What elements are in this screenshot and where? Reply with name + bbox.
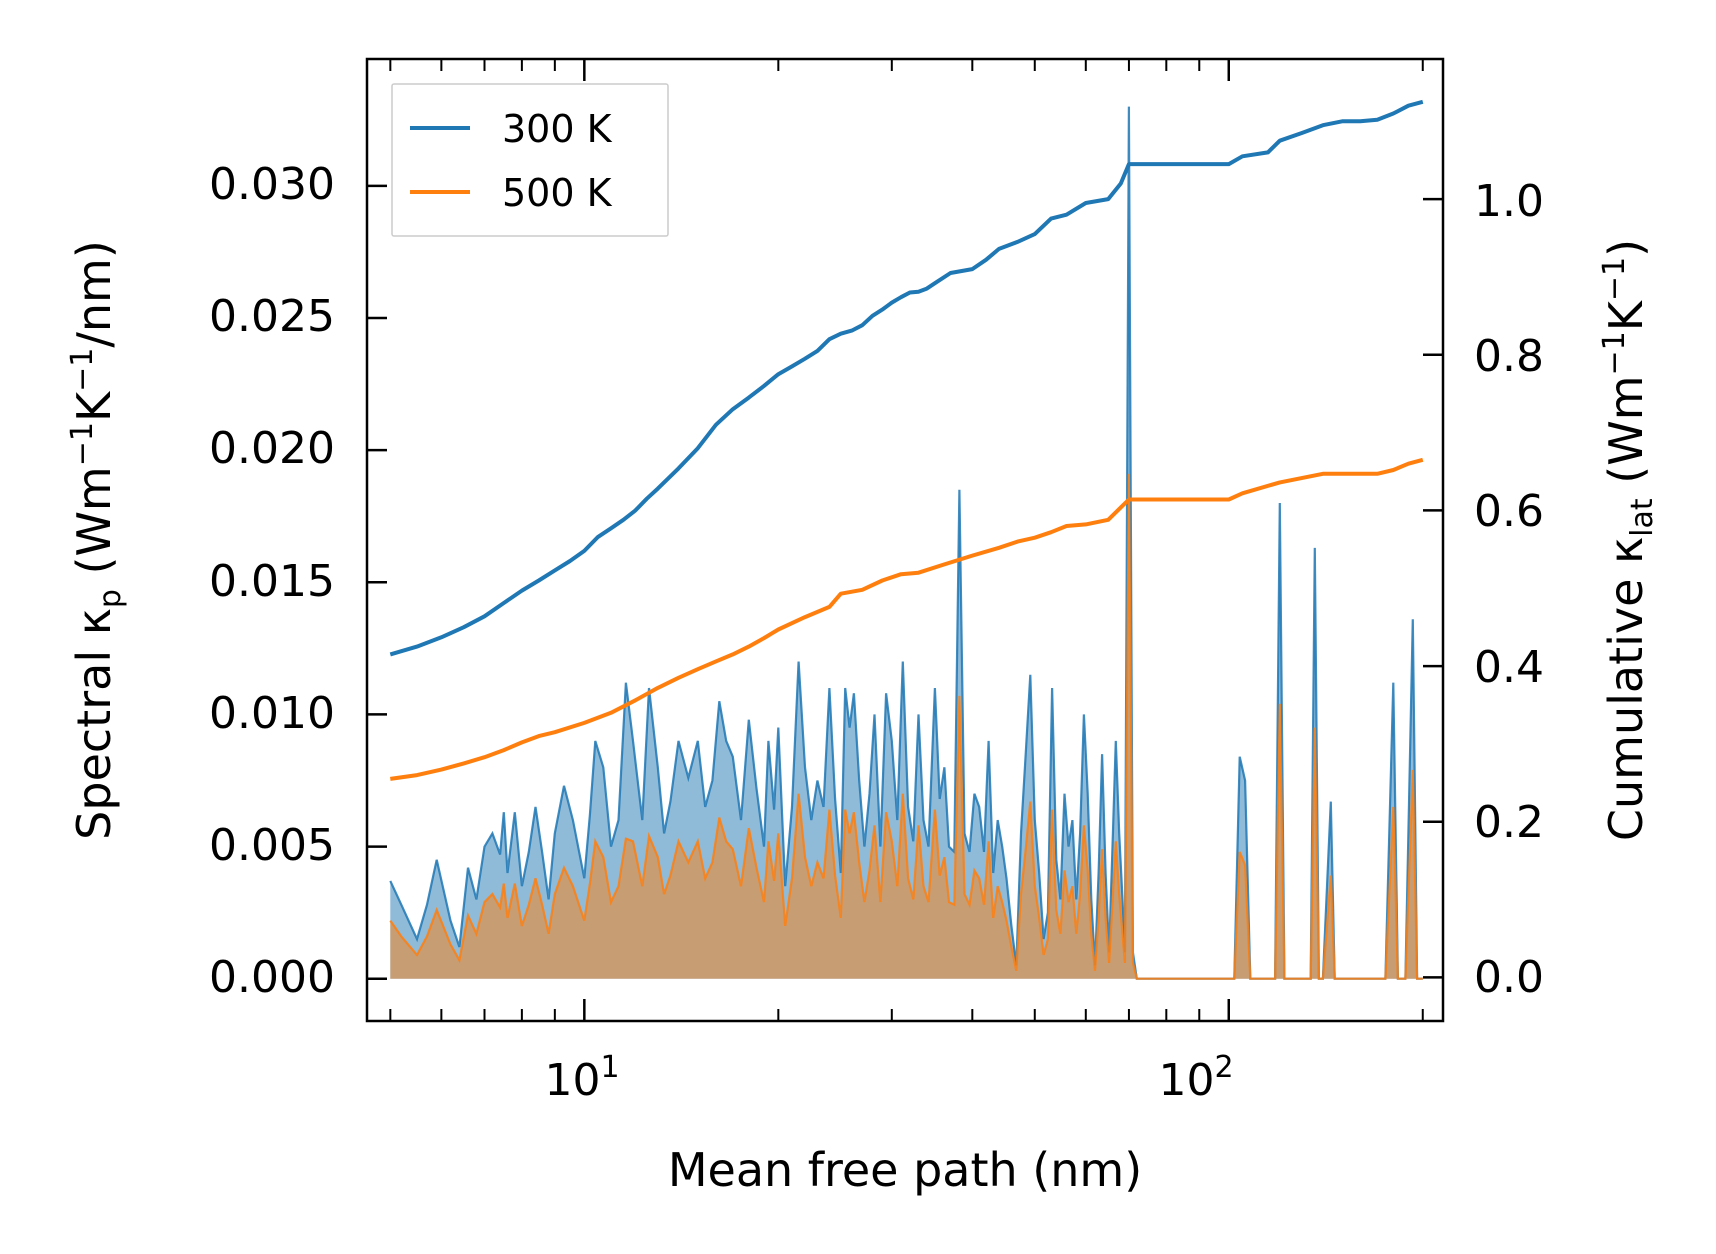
y-right-tick-label-4: 0.8 [1474,331,1544,382]
y-left-tick-label-6: 0.030 [209,159,335,210]
y-right-tick-label-2: 0.4 [1474,642,1544,693]
y-left-tick-label-5: 0.025 [209,291,335,342]
spectral-fill-300k [390,106,1423,979]
y-left-tick-label-4: 0.020 [209,423,335,474]
series-lines [389,99,1424,781]
x-tick-label-100: 102 [1158,1050,1233,1106]
legend: 300 K 500 K [391,83,669,237]
spectral-line-500k [389,473,1423,980]
y-left-tick-label-0: 0.000 [209,952,335,1003]
axis-ticks [367,59,1443,1021]
cumulative-line-500k [390,457,1424,781]
x-axis-title: Mean free path (nm) [668,1143,1142,1197]
y-right-tick-label-3: 0.6 [1474,486,1544,537]
y-left-tick-label-3: 0.015 [209,556,335,607]
plot-frame [365,57,1445,1023]
y-left-axis-title: Spectral κp (Wm−1K−1/nm) [65,240,128,840]
x-tick-label-10: 101 [544,1050,619,1106]
y-left-tick-label-2: 0.010 [209,688,335,739]
spectral-fills [389,106,1423,980]
y-right-tick-label-1: 0.2 [1474,797,1544,848]
cumulative-line-300k [389,99,1424,657]
y-right-tick-label-0: 0.0 [1474,952,1544,1003]
y-right-axis-title: Cumulative κlat (Wm−1K−1) [1597,239,1660,841]
legend-label-500k: 500 K [502,171,613,215]
spectral-fill-500k [390,473,1423,979]
y-left-tick-label-1: 0.005 [209,820,335,871]
legend-box [391,83,669,237]
legend-label-300k: 300 K [502,107,613,151]
y-right-tick-label-5: 1.0 [1474,176,1544,227]
